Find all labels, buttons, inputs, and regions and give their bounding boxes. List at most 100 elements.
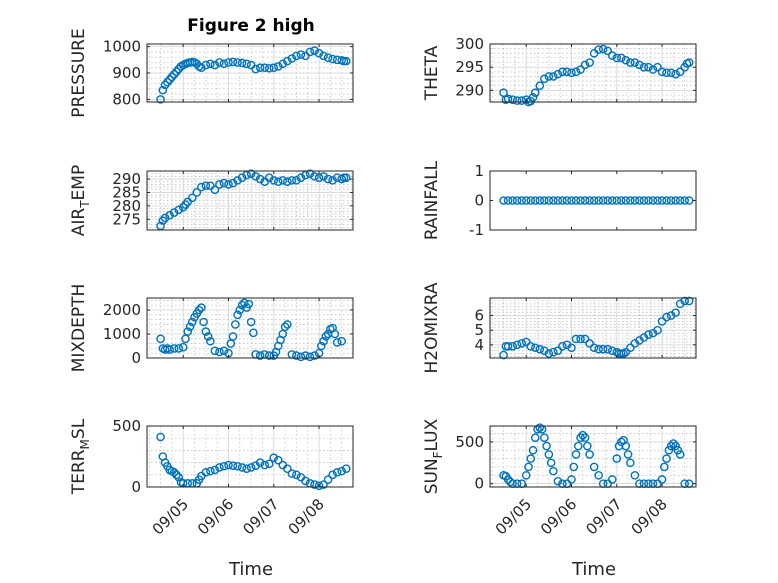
data-point <box>585 58 594 67</box>
data-point <box>621 347 631 357</box>
data-point <box>521 196 531 205</box>
data-point <box>233 176 242 185</box>
data-point <box>160 80 170 90</box>
data-point <box>508 341 517 351</box>
data-point <box>242 464 251 474</box>
data-point <box>296 352 306 362</box>
data-point <box>237 463 247 472</box>
data-point <box>321 332 331 341</box>
data-point <box>237 58 247 68</box>
data-point <box>530 343 540 353</box>
data-point <box>540 196 549 205</box>
data-point <box>210 185 220 195</box>
data-point <box>228 57 238 67</box>
data-point <box>621 55 631 65</box>
y-tick-label: 285 <box>112 183 141 201</box>
data-point <box>626 196 635 205</box>
data-point <box>210 465 220 475</box>
data-point <box>197 63 206 73</box>
data-point <box>178 202 188 212</box>
plot-area <box>490 298 696 358</box>
data-point <box>310 172 319 181</box>
data-point <box>680 296 689 306</box>
subplot-rainfall: -1 0 1 RAINFALL <box>422 160 697 240</box>
data-point <box>528 93 538 102</box>
data-point <box>530 88 540 98</box>
data-point <box>626 458 635 468</box>
data-point <box>666 68 676 78</box>
data-point <box>540 433 549 442</box>
data-point <box>240 298 249 308</box>
data-point <box>323 475 333 484</box>
data-point <box>626 343 635 353</box>
data-point <box>671 308 680 317</box>
data-point <box>314 481 324 491</box>
data-point <box>526 454 536 463</box>
data-point <box>671 69 680 79</box>
y-tick-label: 6 <box>474 307 484 325</box>
data-point <box>503 341 513 351</box>
data-point <box>156 334 165 344</box>
data-point <box>185 322 195 332</box>
data-point <box>598 196 608 205</box>
data-point <box>273 177 283 187</box>
y-tick-label: 295 <box>455 58 484 76</box>
data-point <box>607 346 617 355</box>
data-point <box>664 445 674 455</box>
data-point <box>657 67 667 77</box>
data-point <box>657 317 667 326</box>
data-point <box>675 67 685 77</box>
data-point <box>255 63 265 73</box>
data-point <box>630 196 640 205</box>
data-point <box>301 351 310 360</box>
data-point <box>684 58 694 67</box>
data-point <box>224 180 233 189</box>
axes-frame <box>146 170 354 231</box>
data-point <box>228 178 238 188</box>
data-point <box>296 173 306 183</box>
data-point <box>169 468 179 477</box>
data-point <box>278 59 288 69</box>
data-point <box>558 196 567 205</box>
y-tick-label: 290 <box>112 170 141 188</box>
data-point <box>521 337 531 347</box>
data-point <box>542 441 551 451</box>
data-point <box>246 317 256 327</box>
data-point <box>181 200 190 209</box>
data-point <box>174 344 183 353</box>
data-point <box>215 347 224 357</box>
data-point <box>292 351 301 360</box>
data-point <box>567 68 576 78</box>
y-tick-label: 1 <box>474 162 484 180</box>
data-point <box>206 59 215 69</box>
data-point <box>607 51 617 60</box>
y-tick-label: 0 <box>474 192 484 210</box>
data-point <box>594 45 603 54</box>
data-point <box>219 59 229 69</box>
data-point <box>264 351 274 360</box>
data-point <box>283 56 292 66</box>
data-point <box>323 174 333 184</box>
data-point <box>653 196 662 205</box>
y-axis-label: H2OMIXRA <box>422 282 442 373</box>
data-point <box>305 352 315 362</box>
data-point <box>567 196 576 205</box>
data-point <box>612 53 622 63</box>
data-point <box>228 461 238 470</box>
data-point <box>603 196 613 205</box>
data-point <box>158 216 168 225</box>
data-point <box>598 44 608 54</box>
data-point <box>558 341 567 351</box>
y-tick-label: 2000 <box>103 301 141 319</box>
data-point <box>503 196 513 205</box>
data-point <box>662 454 671 463</box>
data-point <box>224 460 233 470</box>
data-point <box>549 196 558 205</box>
axes-frame <box>146 425 354 488</box>
data-point <box>192 188 202 197</box>
data-point <box>224 58 233 67</box>
subplot-terr-msl: 0 500 09/05 09/06 09/07 09/08 TERRMSL <box>69 417 354 538</box>
x-axis-label-right: Time <box>571 559 616 580</box>
y-axis-label: TERRMSL <box>69 418 92 495</box>
data-point <box>585 450 594 459</box>
